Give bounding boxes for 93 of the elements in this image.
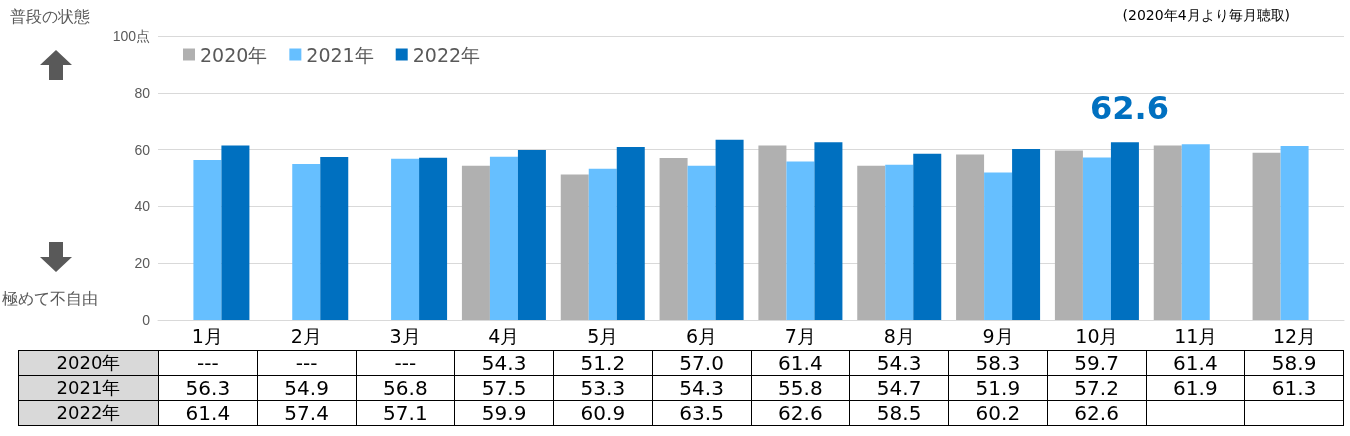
x-tick-label: 11月 — [1174, 324, 1218, 347]
data-label: 62.6 — [751, 400, 850, 426]
bar — [1280, 145, 1309, 320]
data-label: 57.0 — [652, 350, 751, 376]
bar — [885, 164, 914, 320]
legend-label: 2021年 — [306, 43, 374, 66]
data-label: 56.3 — [158, 375, 258, 401]
bar — [461, 165, 490, 320]
bar — [560, 174, 589, 320]
data-label: 59.9 — [454, 400, 554, 426]
data-label: 61.4 — [1146, 350, 1245, 376]
data-label: 57.4 — [257, 400, 356, 426]
bar — [391, 158, 420, 320]
x-tick-label: 5月 — [587, 324, 619, 347]
text: 2021年 — [56, 377, 121, 398]
bar — [956, 154, 985, 320]
legend-label: 2020年 — [200, 43, 268, 66]
data-label: 58.5 — [849, 400, 949, 426]
bar — [1252, 152, 1281, 320]
data-label: 61.4 — [158, 400, 258, 426]
text: 普段の状態 — [10, 6, 90, 26]
text: --- — [394, 351, 417, 375]
bar — [1054, 150, 1083, 320]
bar — [320, 156, 349, 320]
y-tick-label: 0 — [142, 312, 151, 328]
data-label: 54.3 — [652, 375, 751, 401]
data-label: 60.9 — [553, 400, 653, 426]
bar — [1110, 142, 1139, 320]
x-tick-label: 4月 — [488, 324, 520, 347]
bar — [419, 157, 448, 320]
x-tick-label: 2月 — [290, 324, 322, 347]
bar — [814, 142, 843, 320]
data-label: 62.6 — [1047, 400, 1146, 426]
bar — [758, 145, 787, 320]
bar — [786, 161, 815, 320]
data-label: 56.8 — [356, 375, 455, 401]
data-label: 57.1 — [356, 400, 455, 426]
x-tick-label: 12月 — [1272, 324, 1317, 347]
x-tick-label: 1月 — [191, 324, 223, 347]
text: 2020年 — [56, 352, 121, 373]
data-label: 57.5 — [454, 375, 554, 401]
data-label: 55.8 — [751, 375, 850, 401]
bar — [659, 158, 688, 320]
bar — [193, 160, 222, 320]
x-tick-label: 3月 — [389, 324, 421, 347]
y-tick-label: 40 — [134, 198, 151, 215]
x-tick-label: 10月 — [1075, 324, 1119, 347]
bar — [616, 147, 645, 320]
text: 極めて不自由 — [2, 288, 98, 308]
y-tick-label: 100点 — [112, 28, 150, 44]
data-label: 54.3 — [454, 350, 554, 376]
bar — [292, 164, 321, 320]
annotation: 62.6 — [1090, 89, 1169, 127]
y-tick-label: 80 — [134, 84, 151, 101]
data-label: 54.9 — [257, 375, 356, 401]
x-tick-label: 8月 — [883, 324, 915, 347]
text: --- — [197, 351, 219, 375]
y-tick-label: 60 — [134, 141, 151, 158]
x-tick-label: 9月 — [982, 324, 1014, 347]
bar — [1153, 145, 1182, 320]
data-label: 54.7 — [849, 375, 949, 401]
data-label: 53.3 — [553, 375, 653, 401]
bar — [1181, 144, 1210, 320]
x-tick-label: 6月 — [686, 324, 718, 347]
bar — [588, 168, 617, 320]
data-label: 63.5 — [652, 400, 751, 426]
data-label: 58.9 — [1244, 350, 1344, 376]
bar — [1012, 149, 1041, 320]
bar — [517, 149, 546, 320]
text: --- — [295, 351, 318, 375]
x-tick-label: 7月 — [784, 324, 816, 347]
data-label: 58.3 — [948, 350, 1048, 376]
legend-label: 2022年 — [412, 43, 481, 66]
data-label: 54.3 — [849, 350, 949, 376]
bar — [489, 156, 518, 320]
text: (2020年4月より毎月聴取) — [1122, 7, 1291, 23]
text: 2022年 — [56, 402, 121, 423]
bar — [984, 172, 1013, 320]
data-label: 51.9 — [948, 375, 1048, 401]
bar — [857, 165, 886, 320]
bar — [687, 165, 716, 320]
bar — [715, 139, 744, 320]
bar — [221, 145, 250, 320]
bar — [913, 153, 942, 320]
bar — [1082, 157, 1111, 320]
data-label: 59.7 — [1047, 350, 1146, 376]
data-label: 51.2 — [553, 350, 653, 376]
data-label: 60.2 — [948, 400, 1048, 426]
data-label: 61.9 — [1146, 375, 1245, 401]
data-label: 57.2 — [1047, 375, 1146, 401]
y-tick-label: 20 — [134, 255, 151, 272]
data-label: 61.4 — [751, 350, 850, 376]
data-label: 61.3 — [1244, 375, 1344, 401]
